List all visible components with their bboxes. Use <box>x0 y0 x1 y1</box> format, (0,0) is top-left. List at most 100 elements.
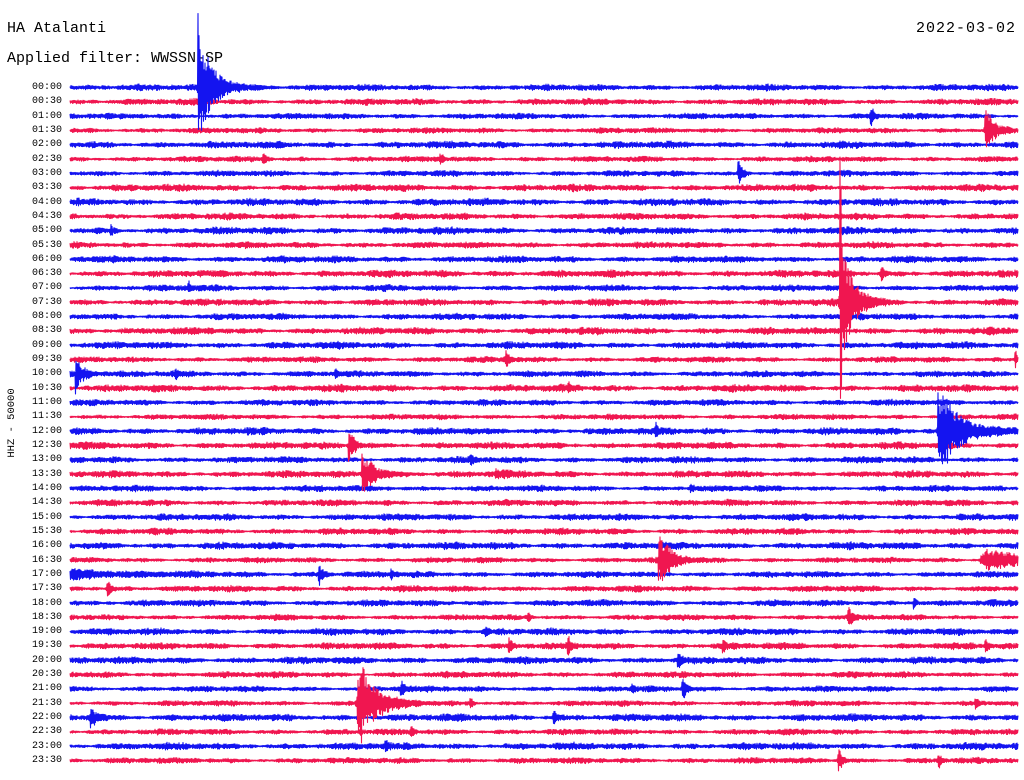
trace-15-00 <box>69 513 1019 522</box>
trace-12-30 <box>69 433 1019 462</box>
trace-20-30 <box>69 670 1019 679</box>
row-label-21-00: 21:00 <box>31 683 62 695</box>
trace-04-00 <box>69 197 1019 207</box>
trace-12-00 <box>69 392 1019 465</box>
trace-11-00 <box>69 398 1019 407</box>
trace-21-30 <box>69 667 1019 744</box>
row-label-16-00: 16:00 <box>31 540 62 552</box>
trace-16-30 <box>69 536 1019 582</box>
trace-10-30 <box>69 381 1019 394</box>
row-label-07-30: 07:30 <box>31 296 62 308</box>
trace-23-00 <box>69 740 1019 753</box>
trace-20-00 <box>69 653 1019 669</box>
row-label-03-00: 03:00 <box>31 167 62 179</box>
row-label-04-00: 04:00 <box>31 196 62 208</box>
trace-10-00 <box>69 360 1019 395</box>
row-label-04-30: 04:30 <box>31 210 62 222</box>
row-label-22-30: 22:30 <box>31 726 62 738</box>
trace-03-30 <box>69 183 1019 193</box>
trace-18-00 <box>69 597 1019 610</box>
trace-05-00 <box>69 224 1019 236</box>
trace-04-30 <box>69 212 1019 221</box>
trace-07-00 <box>69 280 1019 293</box>
row-label-18-30: 18:30 <box>31 611 62 623</box>
row-label-23-30: 23:30 <box>31 755 62 767</box>
row-label-17-00: 17:00 <box>31 568 62 580</box>
row-label-09-00: 09:00 <box>31 339 62 351</box>
trace-22-00 <box>69 708 1019 729</box>
row-label-11-30: 11:30 <box>31 411 62 423</box>
trace-03-00 <box>69 161 1019 184</box>
trace-06-30 <box>69 267 1019 282</box>
row-label-10-30: 10:30 <box>31 382 62 394</box>
row-label-09-30: 09:30 <box>31 354 62 366</box>
trace-14-00 <box>69 483 1019 494</box>
row-label-15-30: 15:30 <box>31 525 62 537</box>
row-label-22-00: 22:00 <box>31 712 62 724</box>
row-label-19-00: 19:00 <box>31 626 62 638</box>
trace-17-00 <box>69 565 1019 586</box>
trace-22-30 <box>69 726 1019 737</box>
row-label-01-30: 01:30 <box>31 124 62 136</box>
row-label-13-30: 13:30 <box>31 468 62 480</box>
row-label-05-00: 05:00 <box>31 225 62 237</box>
trace-19-00 <box>69 626 1019 638</box>
trace-02-00 <box>69 140 1019 150</box>
row-label-00-30: 00:30 <box>31 96 62 108</box>
trace-08-00 <box>69 312 1019 321</box>
row-label-15-00: 15:00 <box>31 511 62 523</box>
row-label-06-30: 06:30 <box>31 268 62 280</box>
trace-13-30 <box>69 453 1019 492</box>
row-label-02-30: 02:30 <box>31 153 62 165</box>
trace-08-30 <box>69 326 1019 336</box>
row-label-05-30: 05:30 <box>31 239 62 251</box>
row-label-17-30: 17:30 <box>31 583 62 595</box>
row-label-08-30: 08:30 <box>31 325 62 337</box>
row-label-00-00: 00:00 <box>31 82 62 93</box>
trace-07-30 <box>69 156 1019 399</box>
trace-09-30 <box>69 350 1019 369</box>
trace-01-00 <box>69 108 1019 127</box>
row-label-14-00: 14:00 <box>31 482 62 494</box>
trace-00-30 <box>69 97 1019 106</box>
row-label-03-30: 03:30 <box>31 182 62 194</box>
trace-14-30 <box>69 498 1019 507</box>
row-label-11-00: 11:00 <box>31 397 62 409</box>
trace-19-30 <box>69 635 1019 656</box>
row-label-10-00: 10:00 <box>31 368 62 380</box>
trace-02-30 <box>69 153 1019 165</box>
row-label-08-00: 08:00 <box>31 311 62 323</box>
trace-13-00 <box>69 454 1019 466</box>
row-label-13-00: 13:00 <box>31 454 62 466</box>
row-label-21-30: 21:30 <box>31 697 62 709</box>
row-label-19-30: 19:30 <box>31 640 62 652</box>
date-label: 2022-03-02 <box>915 20 1016 37</box>
trace-06-00 <box>69 255 1019 264</box>
row-label-23-00: 23:00 <box>31 740 62 752</box>
row-label-06-00: 06:00 <box>31 253 62 265</box>
trace-16-00 <box>69 541 1019 551</box>
trace-23-30 <box>69 749 1019 772</box>
trace-00-00 <box>69 12 1019 131</box>
row-label-14-30: 14:30 <box>31 497 62 509</box>
row-label-16-30: 16:30 <box>31 554 62 566</box>
row-labels: 00:00 00:30 01:00 01:30 02:00 02:30 03:00 03:30… <box>0 0 70 780</box>
row-label-01-00: 01:00 <box>31 110 62 122</box>
row-label-20-00: 20:00 <box>31 654 62 666</box>
trace-05-30 <box>69 240 1019 250</box>
trace-21-00 <box>69 678 1019 699</box>
trace-09-00 <box>69 340 1019 350</box>
trace-11-30 <box>69 413 1019 421</box>
row-label-20-30: 20:30 <box>31 669 62 681</box>
row-label-02-00: 02:00 <box>31 139 62 151</box>
row-label-12-30: 12:30 <box>31 440 62 451</box>
row-label-07-00: 07:00 <box>31 282 62 294</box>
trace-15-30 <box>69 527 1019 536</box>
trace-01-30 <box>69 110 1019 148</box>
row-label-12-00: 12:00 <box>31 425 62 437</box>
trace-17-30 <box>69 581 1019 597</box>
trace-18-30 <box>69 607 1019 625</box>
row-label-18-00: 18:00 <box>31 597 62 609</box>
